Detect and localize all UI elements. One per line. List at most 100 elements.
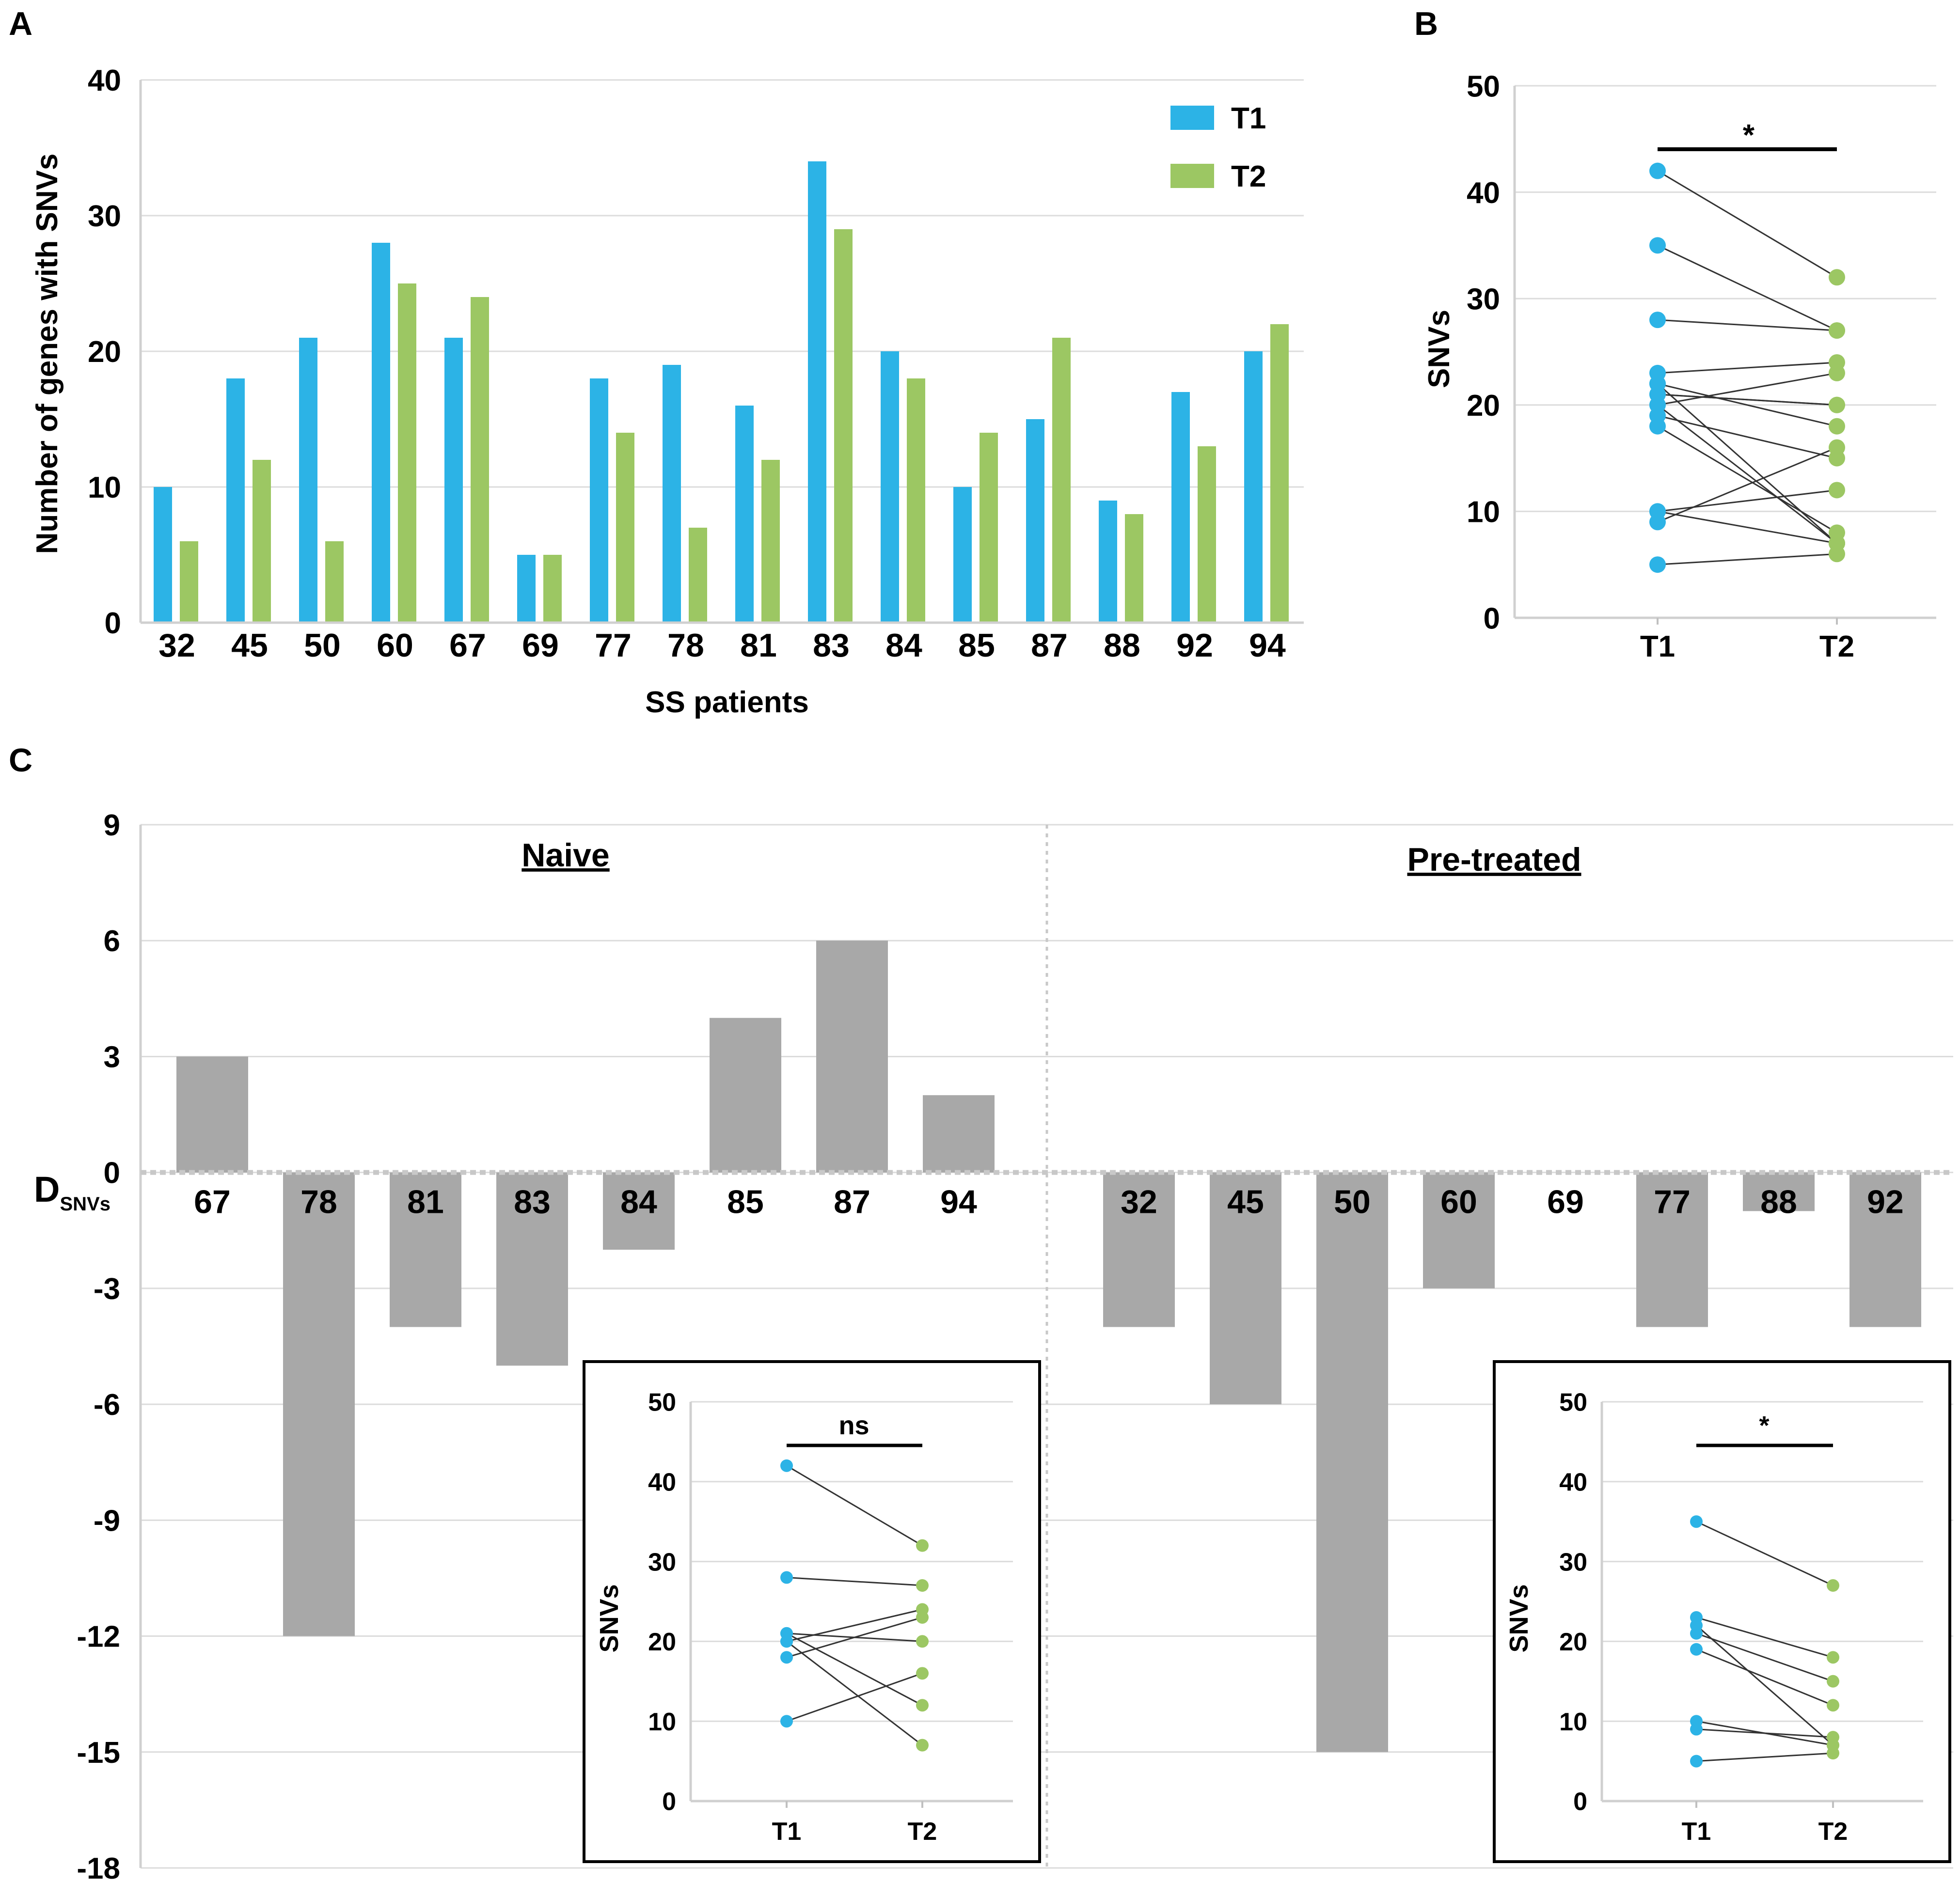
legend-label-t1: T1 [1231,102,1266,135]
panel-c-x-tick-label: 94 [940,1184,977,1221]
panel-b-significance: * [1743,119,1755,152]
paired-connector-line [1657,383,1837,427]
paired-point-t2 [1827,1579,1839,1592]
panel-c-bar [390,1172,461,1327]
paired-connector-line [1657,489,1837,512]
panel-a-bar-t1 [226,378,245,623]
inset-naive-y-label: SNVs [595,1584,624,1652]
panel-a-x-tick-label: 81 [740,627,777,664]
paired-point-t2 [1829,396,1845,413]
paired-y-tick-label: 20 [648,1628,676,1656]
paired-point-t1 [1690,1515,1703,1528]
legend-swatch-t1 [1170,106,1214,130]
panel-c-bar [923,1095,995,1173]
paired-point-t2 [916,1579,929,1592]
paired-y-tick-label: 50 [1467,70,1500,103]
paired-connector-line [1657,425,1837,533]
panel-a-bar-t2 [1125,514,1143,623]
panel-a-bar-t2 [253,460,271,623]
panel-c-bar [1103,1172,1175,1327]
paired-point-t2 [1827,1651,1839,1664]
paired-connector-line [1657,361,1837,374]
panel-c-bar [1210,1172,1281,1405]
panel-a-bar-t2 [543,555,562,623]
panel-c-y-tick-label: -15 [77,1736,120,1770]
paired-x-tick-label: T1 [1682,1818,1711,1846]
panel-a-y-tick-label: 10 [88,471,121,504]
paired-connector-line [1657,383,1837,544]
panel-a-bar-t2 [471,297,489,623]
panel-a-x-tick-label: 32 [158,627,195,664]
panel-a-y-axis-label: Number of genes with SNVs [31,154,64,554]
paired-connector-line [786,1609,923,1642]
inset-naive-frame [583,1360,1041,1863]
panel-c-x-tick-label: 88 [1760,1184,1797,1221]
paired-x-tick-label: T1 [772,1818,802,1846]
panel-a-x-tick-label: 87 [1031,627,1068,664]
panel-a-bar-t1 [517,555,536,623]
panel-letter-c: C [9,742,32,779]
inset-naive-significance: ns [838,1411,869,1440]
panel-a-x-tick-label: 45 [231,627,268,664]
paired-point-t2 [916,1739,929,1752]
panel-c-bar [1849,1172,1921,1327]
panel-a-bar-t1 [1026,419,1044,623]
panel-a-bar-t1 [1171,392,1190,623]
paired-point-t2 [1829,546,1845,563]
panel-letter-a: A [9,5,32,42]
panel-a-y-tick-label: 0 [105,607,121,640]
paired-y-tick-label: 50 [648,1389,676,1417]
panel-a-x-tick-label: 88 [1104,627,1140,664]
panel-c-y-tick-label: -9 [94,1504,120,1537]
panel-letter-b: B [1414,5,1438,42]
panel-a-x-tick-label: 85 [958,627,995,664]
panel-c-y-tick-label: 3 [104,1040,120,1074]
paired-connector-line [1657,553,1837,565]
panel-a-bar-t2 [180,541,198,623]
panel-a-bar-t2 [689,528,707,623]
paired-point-t1 [1690,1643,1703,1656]
panel-c-x-tick-label: 32 [1121,1184,1157,1221]
panel-a-x-tick-label: 77 [595,627,632,664]
panel-a-bar-t1 [663,365,681,623]
paired-point-t2 [1827,1699,1839,1712]
panel-c-y-tick-label: -12 [77,1620,120,1654]
paired-point-t1 [1690,1723,1703,1736]
panel-c-x-tick-label: 77 [1654,1184,1691,1221]
paired-connector-line [1696,1521,1834,1586]
paired-point-t1 [1649,418,1666,435]
panel-a-bar-t1 [372,243,390,623]
panel-a-x-tick-label: 84 [885,627,922,664]
paired-point-t2 [1829,322,1845,339]
panel-c-bar [1743,1172,1815,1211]
panel-c-bar [283,1172,355,1636]
panel-c-x-tick-label: 50 [1334,1184,1371,1221]
panel-a-x-tick-label: 60 [377,627,413,664]
paired-connector-line [1657,372,1837,406]
paired-connector-line [1657,447,1837,523]
paired-point-t1 [1649,556,1666,573]
panel-c-y-axis-label: DSNVs [34,1169,111,1215]
paired-point-t1 [1649,514,1666,531]
panel-a-x-tick-label: 78 [667,627,704,664]
paired-point-t1 [1690,1627,1703,1640]
panel-a-y-tick-label: 20 [88,335,121,369]
panel-a-x-axis-label: SS patients [645,686,809,719]
panel-c-x-tick-label: 92 [1867,1184,1904,1221]
paired-connector-line [1657,510,1837,544]
paired-point-t2 [1829,482,1845,499]
panel-a-x-tick-label: 92 [1176,627,1213,664]
panel-a-bar-t2 [1270,324,1289,623]
panel-b-paired-plot: 0 10 20 30 40 50 T1 T2 SNVs * [1423,70,1936,663]
paired-y-tick-label: 30 [1559,1548,1587,1576]
panel-c-x-tick-label: 84 [620,1184,657,1221]
paired-point-t2 [1829,418,1845,435]
panel-c-bar [603,1172,675,1250]
panel-c-y-tick-label: -6 [94,1388,120,1422]
panel-a-bar-t2 [761,460,780,623]
inset-pretreated-frame [1493,1360,1951,1863]
panel-a-bar-t1 [154,487,172,623]
panel-a-bar-t1 [953,487,972,623]
paired-point-t1 [780,1627,793,1640]
